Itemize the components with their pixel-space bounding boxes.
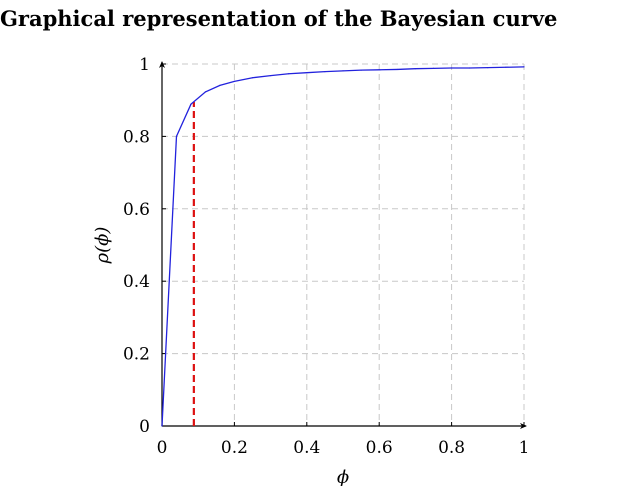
data-point-0-3 <box>204 91 207 93</box>
y-tick-label-5: 1 <box>139 55 150 75</box>
data-point-0-0 <box>161 425 163 427</box>
x-tick-label-5: 1 <box>519 438 530 458</box>
y-tick-label-2: 0.4 <box>123 272 150 292</box>
data-point-0-8 <box>288 73 290 75</box>
data-point-0-12 <box>360 69 362 71</box>
x-tick-label-3: 0.6 <box>366 438 393 458</box>
x-tick-label-0: 0 <box>157 438 168 458</box>
data-point-0-6 <box>251 77 254 79</box>
data-point-0-18 <box>469 67 471 69</box>
y-tick-label-4: 0.8 <box>123 127 150 147</box>
data-point-0-10 <box>324 71 326 73</box>
x-tick-label-2: 0.4 <box>293 438 320 458</box>
grid <box>161 63 525 427</box>
data-point-0-11 <box>342 70 344 72</box>
y-tick-label-0: 0 <box>139 417 150 437</box>
data-point-0-20 <box>505 66 507 68</box>
data-point-0-17 <box>451 67 453 69</box>
data-point-0-9 <box>306 72 308 74</box>
data-point-0-2 <box>190 103 192 105</box>
data-point-0-19 <box>487 67 489 69</box>
data-point-0-5 <box>233 80 235 82</box>
series <box>161 66 525 427</box>
x-axis-label: ϕ <box>337 467 349 486</box>
x-tick-label-4: 0.8 <box>438 438 465 458</box>
data-point-0-1 <box>175 135 178 137</box>
data-point-0-7 <box>270 74 272 77</box>
tick-labels: 0 0.2 0.4 0.6 0.8 1 0 0.2 0.4 0.6 0.8 1 <box>123 55 529 458</box>
chart-title: Graphical representation of the Bayesian… <box>0 6 558 31</box>
x-tick-label-1: 0.2 <box>221 438 248 458</box>
y-tick-label-3: 0.6 <box>123 200 150 220</box>
data-point-0-16 <box>432 67 435 69</box>
y-tick-label-1: 0.2 <box>123 345 150 365</box>
data-point-0-15 <box>414 68 416 70</box>
series-line-0 <box>161 66 525 427</box>
axes <box>159 61 527 429</box>
data-point-0-13 <box>378 69 380 71</box>
data-point-0-21 <box>523 66 525 68</box>
data-point-0-14 <box>396 68 398 71</box>
data-point-0-4 <box>219 84 221 86</box>
y-axis-label: ρ(ϕ) <box>92 227 113 265</box>
